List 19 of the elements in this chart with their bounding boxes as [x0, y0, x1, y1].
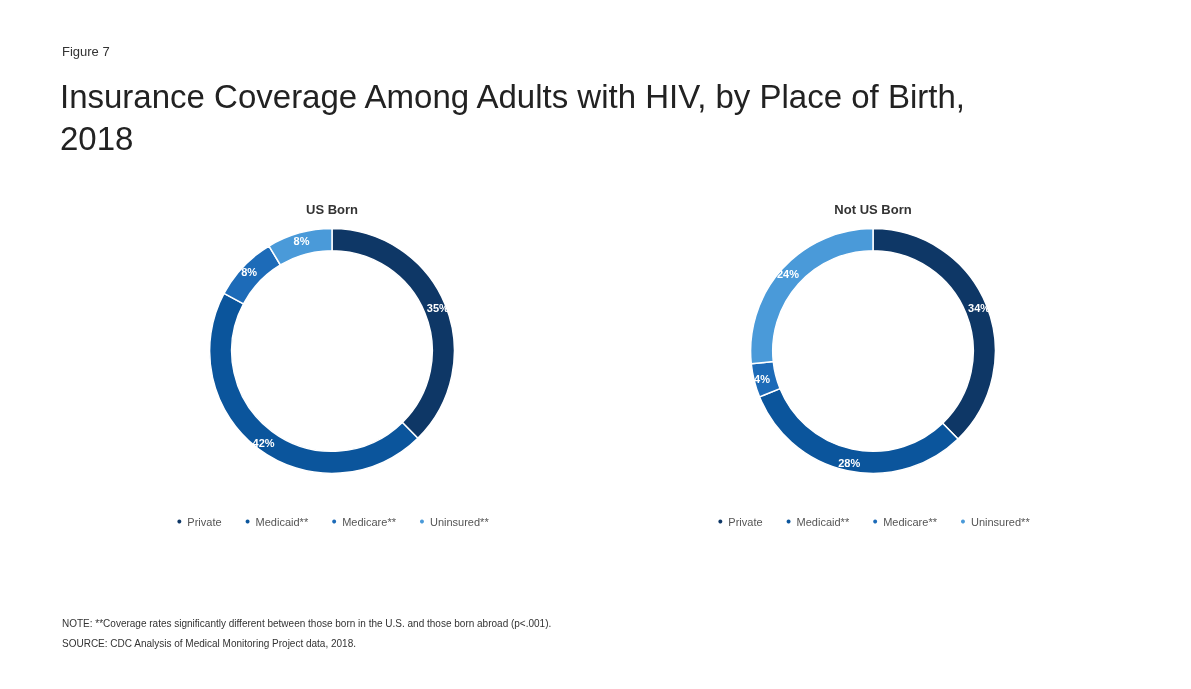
legend-label: Private: [187, 515, 222, 528]
legend-label: Uninsured**: [429, 515, 490, 528]
data-label: 42%: [252, 436, 275, 449]
data-label: 8%: [293, 234, 310, 247]
data-label: 8%: [241, 266, 258, 279]
chart-title: Not US Born: [834, 202, 912, 217]
legend-label: Medicare**: [342, 515, 397, 528]
data-label: 4%: [754, 372, 771, 385]
legend-label: Medicaid**: [255, 515, 309, 528]
chart-title: US Born: [306, 202, 359, 217]
text: Insurance Coverage Among Adults with HIV, by Place of Birth, 2018: [60, 77, 966, 159]
source-note: SOURCE: CDC Analysis of Medical Monitoring Project data, 2018.: [62, 637, 357, 651]
legend-label: Uninsured**: [970, 515, 1031, 528]
legend-label: Medicaid**: [796, 515, 850, 528]
legend-label: Private: [728, 515, 763, 528]
text: NOTE: **Coverage rates significantly different between those born in the U.S. and those born abroad (p<.001).: [62, 617, 552, 631]
caption: Figure 7: [62, 44, 110, 59]
data-label: 28%: [838, 456, 861, 469]
legend-label: Medicare**: [883, 515, 938, 528]
